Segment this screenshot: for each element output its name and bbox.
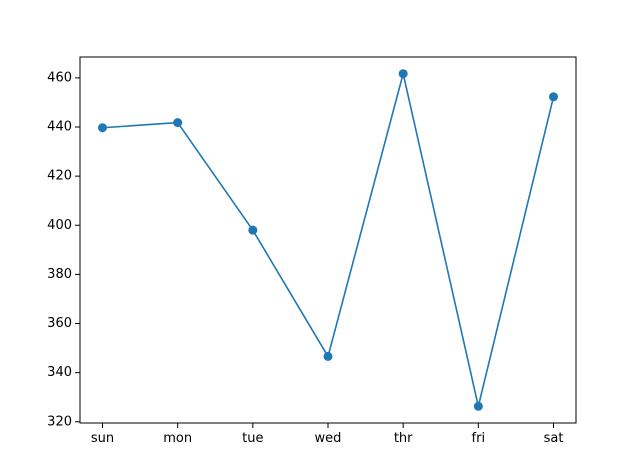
x-tick-label: fri [472, 431, 486, 446]
y-tick-label: 340 [47, 365, 72, 380]
data-point [98, 123, 107, 133]
y-axis: 320 340 360 380 400 420 440 460 [47, 70, 80, 429]
y-tick-label: 380 [47, 267, 72, 282]
x-tick-label: sat [544, 431, 564, 446]
plot-content [98, 69, 558, 411]
plot-frame [79, 56, 577, 424]
x-tick-label: tue [242, 431, 263, 446]
data-point [549, 92, 558, 102]
data-point [173, 118, 183, 128]
data-point [473, 401, 483, 411]
data-point [323, 351, 333, 361]
data-point [248, 225, 258, 235]
x-tick-label: mon [163, 431, 192, 446]
y-tick-label: 420 [47, 169, 72, 184]
x-axis: sun mon tue wed thr fri sat [91, 423, 564, 446]
x-tick-label: sun [91, 431, 114, 446]
x-tick-label: wed [315, 431, 342, 446]
y-tick-label: 360 [47, 316, 72, 331]
y-tick-label: 320 [47, 414, 72, 429]
x-tick-label: thr [394, 431, 413, 446]
y-tick-label: 400 [47, 218, 72, 233]
data-point [398, 69, 408, 79]
y-tick-label: 440 [47, 120, 72, 135]
y-tick-label: 460 [47, 70, 72, 85]
